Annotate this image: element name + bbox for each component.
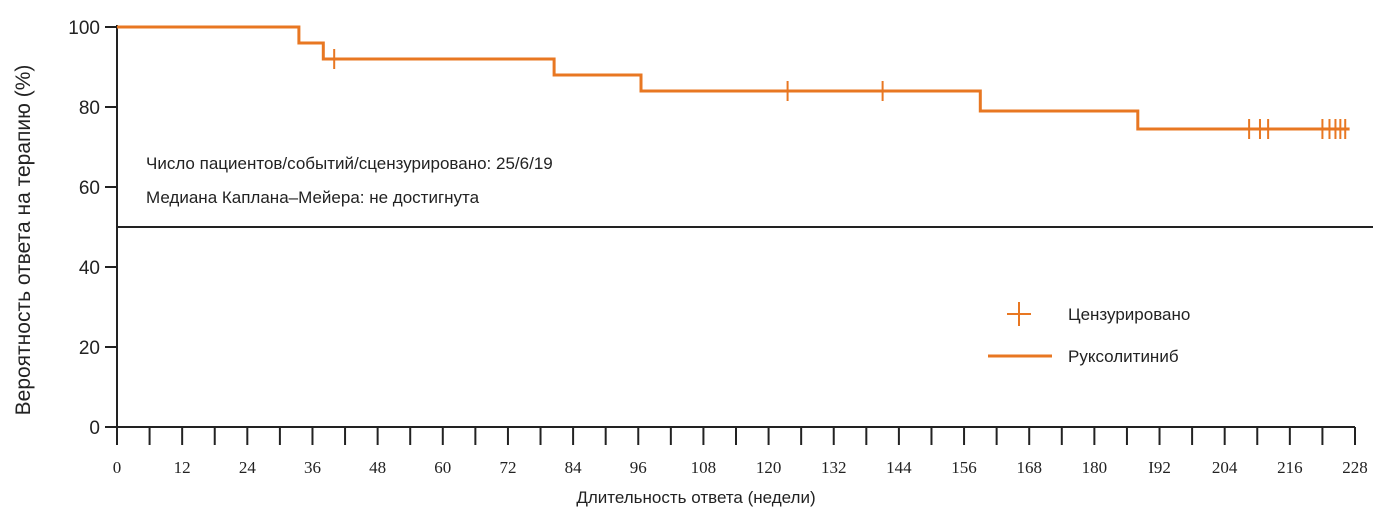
x-tick-label: 48 [369,458,386,477]
x-tick-label: I92 [1148,458,1171,477]
legend-series-label: Руксолитиниб [1068,347,1179,366]
legend: Цензурировано Руксолитиниб [988,302,1190,366]
x-tick-label: 228 [1342,458,1368,477]
x-tick-label: 132 [821,458,847,477]
x-tick-label: 36 [304,458,321,477]
x-tick-label: 84 [565,458,583,477]
legend-censored-label: Цензурировано [1068,305,1190,324]
y-tick-label: 60 [79,178,100,199]
y-tick-label: 80 [79,98,100,119]
y-tick-label: 100 [68,18,100,39]
y-tick-label: 40 [79,258,100,279]
series-line-ruxolitinib [117,25,1350,131]
x-tick-label: 180 [1082,458,1108,477]
x-tick-label: 216 [1277,458,1303,477]
y-tick-label: 0 [89,418,100,439]
x-tick-label: 120 [756,458,782,477]
x-tick-label: 144 [886,458,912,477]
x-ticks: 0 12 24 36 48 60 72 84 96 108 120 132 144 156 168 180 I9… [113,427,1368,477]
x-tick-label: 0 [113,458,122,477]
patients-events-annotation: Число пациентов/событий/сцензурировано: … [146,154,553,173]
x-tick-label: 204 [1212,458,1238,477]
x-tick-label: 156 [951,458,977,477]
km-median-annotation: Медиана Каплана–Мейера: не достигнута [146,188,480,207]
x-tick-label: 24 [239,458,257,477]
series-group [117,25,1350,139]
x-tick-label: 12 [174,458,191,477]
y-ticks: 0 20 40 60 80 100 [68,18,117,439]
x-axis-label: Длительность ответа (недели) [576,488,815,507]
y-tick-label: 20 [79,338,100,359]
y-axis-label: Вероятность ответа на терапию (%) [12,65,35,416]
x-tick-label: 72 [499,458,516,477]
x-tick-label: 96 [630,458,647,477]
x-tick-label: 168 [1016,458,1042,477]
x-tick-label: 108 [691,458,717,477]
x-tick-label: 60 [434,458,451,477]
